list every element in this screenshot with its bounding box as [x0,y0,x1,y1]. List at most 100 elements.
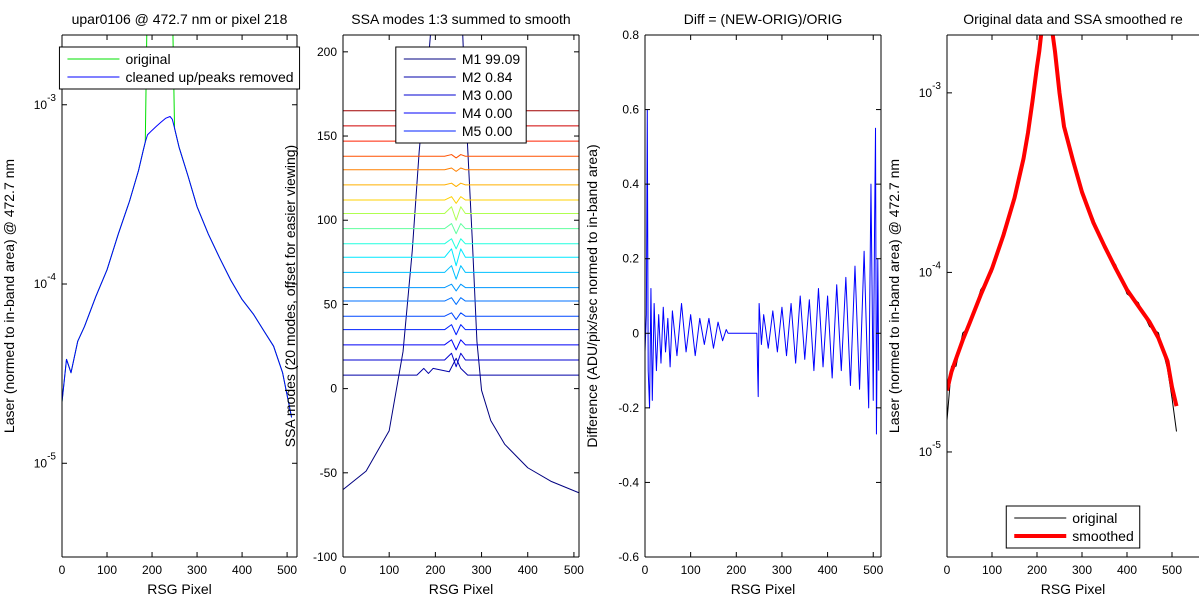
y-tick-label: -50 [320,466,338,480]
y-tick-label: 10-5 [34,451,57,470]
x-tick-label: 500 [863,563,883,577]
y-tick-label: 50 [324,297,338,311]
series-line [343,196,579,204]
y-axis-label: SSA modes (20 modes, offset for easier v… [282,145,298,447]
y-tick-label: 200 [317,45,337,59]
x-tick-label: 100 [379,563,399,577]
legend-label: smoothed [1072,528,1133,544]
x-tick-label: 300 [772,563,792,577]
y-tick-label: 0 [632,326,639,340]
series-line [343,238,579,250]
y-tick-label: 0 [330,382,337,396]
series-line [343,339,579,351]
y-tick-label: -0.6 [618,550,639,564]
data-layer [645,109,880,435]
x-tick-label: 0 [59,563,66,577]
y-tick-label: -0.2 [618,401,639,415]
series-line [343,312,579,321]
y-tick-label: 100 [317,213,337,227]
x-tick-label: 300 [1072,563,1092,577]
chart-title: Original data and SSA smoothed re [963,11,1183,27]
y-tick-label: 10-3 [34,93,57,112]
series-line [343,248,579,267]
x-axis-label: RSG Pixel [429,581,494,597]
x-tick-label: 300 [472,563,492,577]
chart-title: SSA modes 1:3 summed to smooth [351,11,570,27]
legend-label: M4 0.00 [462,105,513,121]
y-tick-label: 10-4 [919,260,942,279]
legend-label: M3 0.00 [462,87,513,103]
series-line [947,35,1179,407]
x-tick-label: 300 [187,563,207,577]
x-tick-label: 500 [1162,563,1182,577]
y-tick-label: 150 [317,129,337,143]
series-line [343,324,579,336]
x-tick-label: 100 [681,563,701,577]
y-tick-label: 0.6 [622,103,639,117]
x-tick-label: 200 [425,563,445,577]
legend-label: M2 0.84 [462,69,513,85]
x-tick-label: 400 [232,563,252,577]
y-axis-label: Laser (normed to in-band area) @ 472.7 n… [1,159,17,433]
x-tick-label: 0 [340,563,347,577]
plot-area [947,35,1199,557]
y-tick-label: -0.4 [618,475,639,489]
x-tick-label: 200 [726,563,746,577]
series-line [343,283,579,292]
series-line [645,109,880,435]
legend-box [58,46,301,90]
y-axis-label: Laser (normed to in-band area) @ 472.7 n… [886,159,902,433]
x-axis-label: RSG Pixel [731,581,796,597]
x-tick-label: 400 [1117,563,1137,577]
series-line [343,357,579,376]
y-tick-label: 0.2 [622,252,639,266]
x-axis-label: RSG Pixel [147,581,212,597]
plot-area [62,35,297,557]
legend-label: original [125,51,170,67]
series-line [343,352,579,368]
panel: 0 100 200 300 400 500 10-5 10-4 10-3 upar0106 @ 4… [1,11,301,597]
x-tick-label: 200 [142,563,162,577]
x-tick-label: 500 [277,563,297,577]
panel: 0 100 200 300 400 500 -0.6 -0.4 -0.2 0 0.2 0.4 0.6 0.… [584,11,884,597]
legend: original smoothed [1005,505,1141,549]
y-tick-label: 10-3 [919,81,942,100]
x-tick-label: 100 [97,563,117,577]
x-tick-label: 400 [518,563,538,577]
legend-label: cleaned up/peaks removed [125,69,293,85]
plot-area [645,35,881,557]
x-tick-label: 0 [642,563,649,577]
y-tick-label: 0.8 [622,28,639,42]
legend: M1 99.09 M2 0.84 M3 0.00 M4 0.00 M5 0.00 [395,46,527,144]
chart-title: upar0106 @ 472.7 nm or pixel 218 [72,11,288,27]
legend-box [1005,505,1141,549]
panel: 0 100 200 300 400 500 10-5 10-4 10-3 Original dat… [886,11,1199,597]
series-line [343,182,579,188]
data-layer [62,35,293,418]
y-axis-label: Difference (ADU/pix/sec normed to in-ban… [584,144,600,447]
series-line [343,223,579,235]
panel: 0 100 200 300 400 500 -100 -50 0 50 100 150 200 SSA m… [282,11,584,597]
y-tick-label: 10-4 [34,272,57,291]
series-line [62,116,293,418]
series-line [343,297,579,305]
legend-label: original [1072,510,1117,526]
series-line [343,206,579,221]
chart-title: Diff = (NEW-ORIG)/ORIG [684,11,843,27]
legend-label: M5 0.00 [462,123,513,139]
x-tick-label: 400 [818,563,838,577]
series-line [343,167,579,172]
series-line [343,265,579,280]
x-axis-label: RSG Pixel [1041,581,1106,597]
legend: original cleaned up/peaks removed [58,46,301,90]
y-tick-label: -100 [313,550,337,564]
y-tick-label: 0.4 [622,177,639,191]
x-tick-label: 200 [1027,563,1047,577]
x-tick-label: 100 [982,563,1002,577]
data-layer [947,35,1179,432]
y-tick-label: 10-5 [919,440,942,459]
x-tick-label: 0 [944,563,951,577]
series-line [343,154,579,159]
legend-label: M1 99.09 [462,51,521,67]
